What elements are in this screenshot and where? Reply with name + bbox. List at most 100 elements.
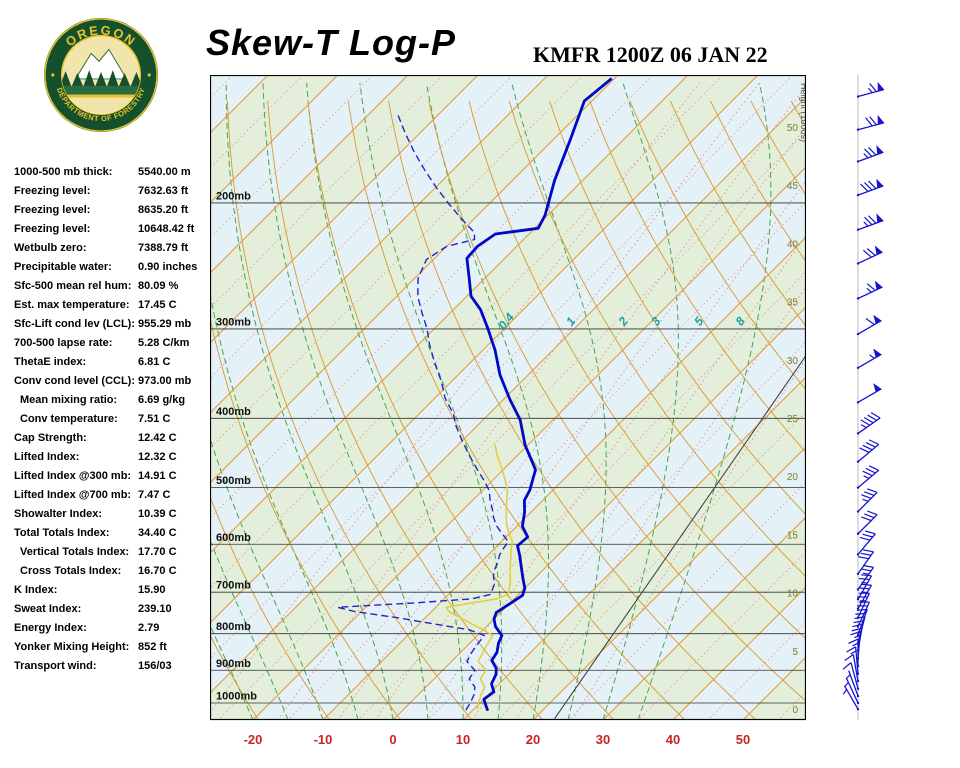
plot-border — [210, 75, 806, 721]
index-value: 239.10 — [138, 603, 172, 615]
svg-text:500mb: 500mb — [216, 475, 251, 487]
index-row: K Index: 15.90 — [14, 581, 214, 600]
index-row: ThetaE index: 6.81 C — [14, 353, 214, 372]
index-row: Precipitable water: 0.90 inches — [14, 258, 214, 277]
index-row: Showalter Index: 10.39 C — [14, 505, 214, 524]
index-label: Mean mixing ratio: — [20, 394, 118, 406]
svg-text:-10: -10 — [314, 732, 333, 747]
svg-text:15: 15 — [787, 530, 799, 541]
index-label: Conv cond level (CCL): — [14, 375, 136, 387]
index-value: 17.70 C — [138, 546, 177, 558]
index-label: K Index: — [14, 584, 58, 596]
index-label: Cap Strength: — [14, 432, 87, 444]
index-value: 10.39 C — [138, 508, 177, 520]
reference-line — [554, 354, 806, 720]
index-label: Vertical Totals Index: — [20, 546, 130, 558]
index-row: Wetbulb zero: 7388.79 ft — [14, 239, 214, 258]
odf-logo: OREGON DEPARTMENT OF FORESTRY — [43, 17, 159, 133]
svg-text:400mb: 400mb — [216, 406, 251, 418]
index-label: ThetaE index: — [14, 356, 87, 368]
svg-text:5: 5 — [792, 647, 798, 658]
svg-text:700mb: 700mb — [216, 580, 251, 592]
index-label: Freezing level: — [14, 204, 91, 216]
index-row: Cross Totals Index: 16.70 C — [14, 562, 214, 581]
index-row: Est. max temperature: 17.45 C — [14, 296, 214, 315]
svg-text:10: 10 — [456, 732, 470, 747]
svg-text:20: 20 — [787, 472, 799, 483]
index-value: 17.45 C — [138, 299, 177, 311]
index-value: 7.51 C — [138, 413, 171, 425]
index-label: Freezing level: — [14, 223, 91, 235]
index-row: Transport wind: 156/03 — [14, 657, 214, 676]
svg-text:45: 45 — [787, 181, 799, 192]
svg-text:30: 30 — [596, 732, 610, 747]
index-label: Est. max temperature: — [14, 299, 130, 311]
temp-axis-labels: -20 -10 0 10 20 30 40 50 — [244, 732, 751, 747]
skewt-chart: 200mb 300mb 400mb 500mb 600mb 700mb 800mb 900mb… — [210, 75, 806, 747]
index-row: Vertical Totals Index: 17.70 C — [14, 543, 214, 562]
index-row: Energy Index: 2.79 — [14, 619, 214, 638]
index-row: Freezing level: 10648.42 ft — [14, 220, 214, 239]
index-row: 1000-500 mb thick: 5540.00 m — [14, 163, 214, 182]
index-label: Total Totals Index: — [14, 527, 110, 539]
index-label: Freezing level: — [14, 185, 91, 197]
svg-text:30: 30 — [787, 356, 799, 367]
svg-text:40: 40 — [787, 239, 799, 250]
temperature-trace — [465, 77, 613, 712]
index-value: 6.69 g/kg — [138, 394, 186, 406]
index-value: 10648.42 ft — [138, 223, 195, 235]
index-value: 5540.00 m — [138, 166, 191, 178]
index-label: Conv temperature: — [20, 413, 118, 425]
svg-text:0: 0 — [792, 705, 798, 716]
svg-text:200mb: 200mb — [216, 190, 251, 202]
dewpoint-trace — [336, 113, 509, 711]
index-row: 700-500 lapse rate: 5.28 C/km — [14, 334, 214, 353]
svg-text:50: 50 — [736, 732, 750, 747]
mountain-icon — [74, 48, 128, 80]
index-row: Lifted Index @700 mb: 7.47 C — [14, 486, 214, 505]
index-row: Mean mixing ratio: 6.69 g/kg — [14, 391, 214, 410]
trees-icon — [61, 70, 141, 87]
index-value: 6.81 C — [138, 356, 171, 368]
intermediate-isotherm-lines — [210, 75, 806, 720]
index-value: 15.90 — [138, 584, 166, 596]
index-label: Precipitable water: — [14, 261, 112, 273]
pressure-labels: 200mb 300mb 400mb 500mb 600mb 700mb 800mb 900mb… — [216, 190, 257, 702]
index-row: Cap Strength: 12.42 C — [14, 429, 214, 448]
index-value: 12.32 C — [138, 451, 177, 463]
station-datetime: KMFR 1200Z 06 JAN 22 — [533, 42, 768, 67]
index-row: Conv cond level (CCL): 973.00 mb — [14, 372, 214, 391]
index-value: 7.47 C — [138, 489, 171, 501]
index-label: Lifted Index @300 mb: — [14, 470, 132, 482]
index-row: Yonker Mixing Height: 852 ft — [14, 638, 214, 657]
index-value: 8635.20 ft — [138, 204, 189, 216]
svg-text:Height (1000s): Height (1000s) — [799, 83, 806, 142]
index-value: 14.91 C — [138, 470, 177, 482]
index-row: Freezing level: 7632.63 ft — [14, 182, 214, 201]
index-value: 973.00 mb — [138, 375, 192, 387]
index-label: Showalter Index: — [14, 508, 103, 520]
svg-text:-20: -20 — [244, 732, 263, 747]
index-row: Sweat Index: 239.10 — [14, 600, 214, 619]
index-value: 5.28 C/km — [138, 337, 190, 349]
index-label: Cross Totals Index: — [20, 565, 122, 577]
index-label: Transport wind: — [14, 660, 97, 672]
index-row: Freezing level: 8635.20 ft — [14, 201, 214, 220]
index-row: Lifted Index: 12.32 C — [14, 448, 214, 467]
index-label: Wetbulb zero: — [14, 242, 87, 254]
wind-barbs — [842, 81, 885, 711]
index-value: 955.29 mb — [138, 318, 192, 330]
svg-text:40: 40 — [666, 732, 680, 747]
wetbulb-trace — [445, 444, 514, 710]
index-value: 0.90 inches — [138, 261, 198, 273]
svg-text:800mb: 800mb — [216, 621, 251, 633]
index-value: 7632.63 ft — [138, 185, 189, 197]
svg-text:20: 20 — [526, 732, 540, 747]
indices-panel: 1000-500 mb thick: 5540.00 m Freezing leve… — [14, 163, 214, 676]
index-value: 2.79 — [138, 622, 160, 634]
svg-text:25: 25 — [787, 414, 799, 425]
index-label: 700-500 lapse rate: — [14, 337, 113, 349]
index-label: Energy Index: — [14, 622, 87, 634]
